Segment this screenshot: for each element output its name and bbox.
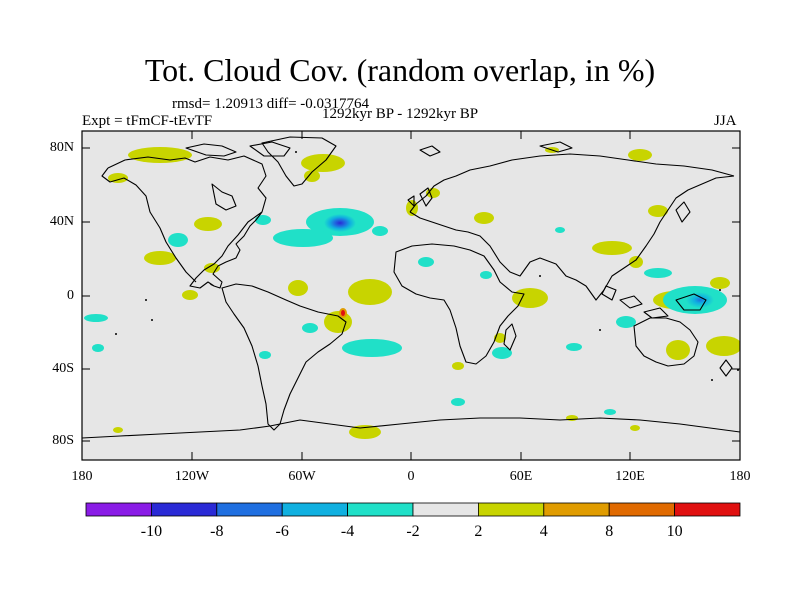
colorbar-swatch bbox=[674, 502, 741, 517]
colorbar-swatch bbox=[216, 502, 283, 517]
lon-tick-label: 120E bbox=[615, 469, 645, 484]
lon-tick-label: 180 bbox=[71, 469, 93, 484]
lat-tick-label: 40S bbox=[52, 361, 74, 376]
map-background bbox=[82, 131, 740, 460]
colorbar-swatch bbox=[281, 502, 349, 517]
island-dots bbox=[115, 151, 739, 381]
lon-tick-label: 180 bbox=[729, 469, 751, 484]
lat-tick-label: 80N bbox=[49, 140, 74, 155]
colorbar-label: 10 bbox=[667, 523, 683, 540]
season-label: JJA bbox=[714, 113, 737, 129]
colorbar-swatch bbox=[347, 502, 414, 517]
colorbar-label: -4 bbox=[341, 523, 354, 540]
colorbar-swatch bbox=[543, 502, 610, 517]
lon-tick-label: 0 bbox=[407, 469, 415, 484]
chart-title: Tot. Cloud Cov. (random overlap, in %) bbox=[144, 52, 656, 88]
coastlines bbox=[82, 136, 740, 439]
colorbar-label: 2 bbox=[474, 523, 482, 540]
colorbar-swatch bbox=[150, 502, 218, 517]
lon-tick-label: 60E bbox=[509, 469, 533, 484]
colorbar-swatch bbox=[412, 502, 479, 517]
lon-tick-label: 120W bbox=[174, 469, 210, 484]
lat-tick-label: 0 bbox=[67, 288, 74, 303]
colorbar-label: 8 bbox=[605, 523, 613, 540]
lon-tick-label: 60W bbox=[288, 469, 316, 484]
tick-marks bbox=[82, 131, 740, 460]
colorbar-swatch bbox=[85, 502, 152, 517]
stats-label: rmsd= 1.20913 diff= -0.0317764 bbox=[172, 96, 370, 112]
colorbar-label: -2 bbox=[406, 523, 419, 540]
colorbar-label: -8 bbox=[210, 523, 223, 540]
colorbar-swatch bbox=[477, 502, 545, 517]
experiment-label: Expt = tFmCF-tEvTF bbox=[82, 113, 213, 129]
colorbar-label: -6 bbox=[276, 523, 289, 540]
colorbar-label: 4 bbox=[540, 523, 548, 540]
colorbar-label: -10 bbox=[141, 523, 162, 540]
lat-tick-label: 80S bbox=[52, 433, 74, 448]
period-label: 1292kyr BP - 1292kyr BP bbox=[322, 106, 479, 122]
colorbar: -10 -8 -6 -4 -2 2 4 8 10 bbox=[85, 502, 741, 540]
lat-tick-label: 40N bbox=[49, 214, 74, 229]
colorbar-swatch bbox=[608, 502, 676, 517]
